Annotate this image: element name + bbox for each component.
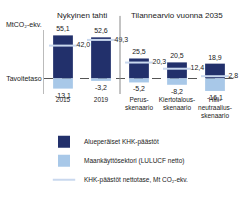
svg-text:-16,1: -16,1 — [207, 94, 223, 101]
svg-text:20,3: 20,3 — [153, 58, 167, 65]
svg-text:MtCO₂-ekv.: MtCO₂-ekv. — [6, 21, 42, 28]
svg-text:49,3: 49,3 — [115, 36, 129, 43]
svg-text:2019: 2019 — [94, 96, 109, 103]
svg-text:-3,2: -3,2 — [95, 84, 107, 91]
svg-text:Nykyinen tahti: Nykyinen tahti — [57, 11, 107, 20]
svg-text:-13,1: -13,1 — [55, 92, 71, 99]
svg-text:52,6: 52,6 — [94, 27, 108, 34]
svg-text:KHK-päästöt nettotase, Mt CO₂-: KHK-päästöt nettotase, Mt CO₂-ekv. — [84, 176, 188, 184]
svg-text:Perus-skenaario: Perus-skenaario — [125, 96, 154, 111]
svg-text:Hiili-neutraalius-skenaario: Hiili-neutraalius-skenaario — [198, 96, 232, 120]
svg-text:-5,2: -5,2 — [133, 85, 145, 92]
svg-text:Maankäyttösektori (LULUCF nett: Maankäyttösektori (LULUCF netto) — [84, 157, 184, 165]
svg-text:Tavoitetaso: Tavoitetaso — [6, 75, 42, 82]
svg-text:Tilannearvio vuonna 2035: Tilannearvio vuonna 2035 — [131, 11, 223, 20]
svg-text:42,0: 42,0 — [77, 41, 91, 48]
svg-text:55,1: 55,1 — [56, 25, 70, 32]
svg-text:-8,2: -8,2 — [171, 88, 183, 95]
svg-text:2015: 2015 — [56, 96, 71, 103]
svg-text:2,8: 2,8 — [229, 72, 239, 79]
svg-text:Kiertotalous-skenaario: Kiertotalous-skenaario — [159, 96, 196, 111]
svg-text:12,4: 12,4 — [191, 64, 205, 71]
svg-text:18,9: 18,9 — [208, 54, 222, 61]
svg-text:25,5: 25,5 — [132, 48, 146, 55]
svg-text:20,5: 20,5 — [170, 52, 184, 59]
svg-text:Alueperäiset KHK-päästöt: Alueperäiset KHK-päästöt — [84, 138, 159, 146]
